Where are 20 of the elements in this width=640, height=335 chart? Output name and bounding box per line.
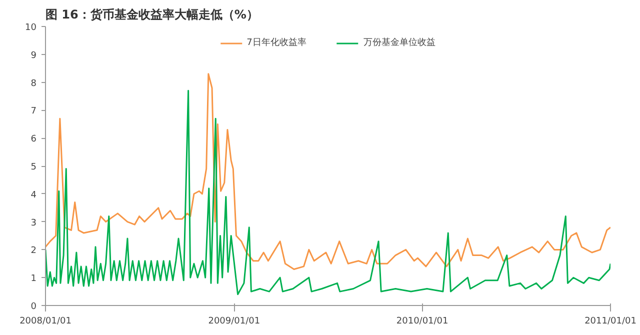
legend-label: 万份基金单位收益 <box>363 36 436 49</box>
chart-title: 图 16：货币基金收益率大幅走低（%） <box>46 8 258 22</box>
x-tick-label: 2011/01/01 <box>584 316 636 326</box>
y-tick-label: 8 <box>30 78 37 89</box>
y-tick-label: 2 <box>30 246 37 256</box>
x-tick-label: 2010/01/01 <box>396 316 448 326</box>
y-tick-label: 0 <box>30 302 37 312</box>
x-tick-label: 2008/01/01 <box>20 316 72 326</box>
y-tick-label: 5 <box>30 162 37 172</box>
y-tick-label: 10 <box>25 23 37 33</box>
y-tick-label: 6 <box>30 134 37 145</box>
y-tick-label: 3 <box>30 218 37 228</box>
y-tick-label: 9 <box>30 50 37 61</box>
y-tick-label: 1 <box>30 274 37 284</box>
legend-label: 7日年化收益率 <box>246 36 306 49</box>
line-series <box>46 73 610 270</box>
y-tick-label: 7 <box>30 106 37 117</box>
line-series <box>46 90 610 296</box>
x-tick-label: 2009/01/01 <box>208 316 260 326</box>
y-tick-label: 4 <box>30 190 37 200</box>
